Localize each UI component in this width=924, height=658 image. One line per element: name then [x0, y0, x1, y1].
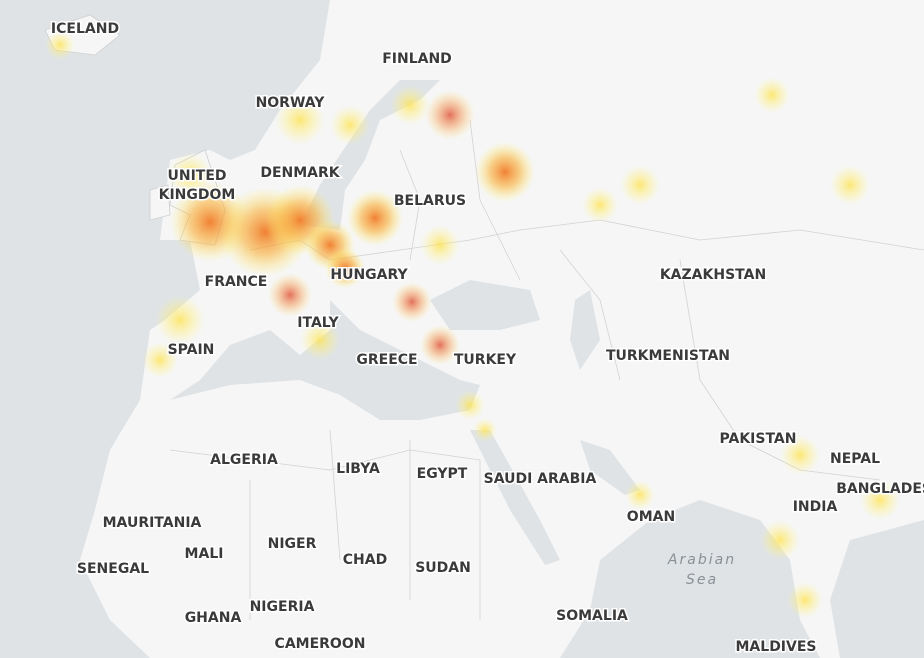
country-label: CHAD	[343, 552, 387, 568]
country-label: OMAN	[627, 509, 675, 525]
country-label: MAURITANIA	[103, 515, 202, 531]
country-label: TURKEY	[454, 352, 517, 368]
labels: ICELAND FINLAND NORWAY DENMARK UNITED KINGDOM…	[49, 20, 924, 657]
country-label: LIBYA	[336, 461, 380, 477]
country-label: KAZAKHSTAN	[660, 267, 766, 283]
country-label: MALI	[185, 546, 224, 562]
heat-spots	[45, 30, 900, 618]
country-label: NEPAL	[830, 451, 880, 467]
country-label-line: UNITED	[167, 168, 226, 184]
country-label: BANGLADESH	[836, 481, 924, 497]
country-label: BELARUS	[394, 193, 466, 209]
country-label: ITALY	[297, 315, 339, 331]
country-label: GHANA	[185, 610, 242, 626]
water-label-line: Sea	[686, 572, 718, 588]
country-label: TURKMENISTAN	[606, 348, 730, 364]
country-label: SAUDI ARABIA	[484, 471, 597, 487]
country-label: EGYPT	[417, 466, 468, 482]
country-label: NIGER	[268, 536, 317, 552]
country-label: SUDAN	[415, 560, 471, 576]
country-label: FINLAND	[382, 51, 452, 67]
country-label: DENMARK	[260, 165, 340, 181]
country-label: HUNGARY	[330, 267, 408, 283]
country-label: SPAIN	[168, 342, 215, 358]
country-label: GREECE	[356, 352, 417, 368]
country-label: PAKISTAN	[720, 431, 797, 447]
water-label-line: Arabian	[667, 552, 736, 568]
country-label: CAMEROON	[275, 636, 366, 652]
country-label: UNITED KINGDOM	[159, 168, 236, 203]
borders	[169, 119, 924, 620]
country-label: NIGERIA	[250, 599, 315, 615]
country-label: ICELAND	[51, 21, 119, 37]
country-label-line: KINGDOM	[159, 187, 236, 203]
country-label: FRANCE	[205, 274, 268, 290]
country-label: MALDIVES	[736, 639, 817, 655]
country-label: SOMALIA	[556, 608, 628, 624]
country-label: INDIA	[793, 499, 838, 515]
country-label: ALGERIA	[210, 452, 278, 468]
country-label: SENEGAL	[77, 561, 149, 577]
country-label: NORWAY	[256, 95, 326, 111]
water-label: Arabian Sea	[667, 552, 736, 588]
